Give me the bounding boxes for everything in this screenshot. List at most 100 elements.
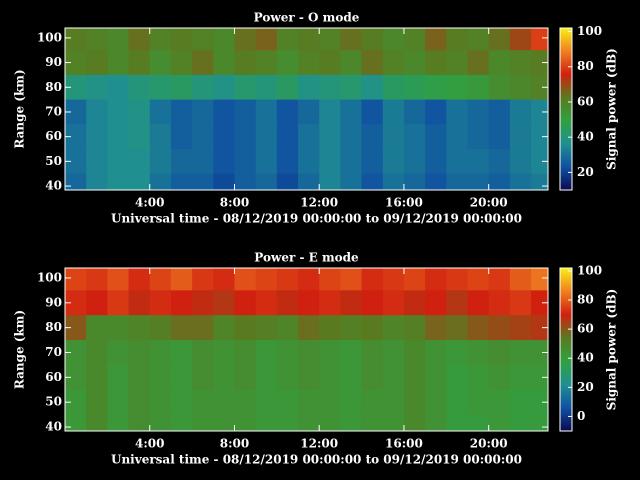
heatmap-cell: [425, 74, 447, 101]
heatmap-cell: [276, 28, 299, 51]
heatmap-cell: [340, 315, 363, 341]
heatmap-cell: [107, 340, 130, 366]
heatmap-cell: [276, 290, 299, 316]
x-axis-label: Universal time - 08/12/2019 00:00:00 to …: [111, 453, 522, 467]
heatmap-cell: [192, 124, 214, 150]
heatmap-cell: [149, 124, 172, 150]
heatmap-cell: [467, 290, 490, 316]
heatmap-cell: [488, 389, 511, 416]
heatmap-cell: [170, 389, 193, 416]
y-tick-label: 60: [45, 370, 62, 384]
chart-title: Power - E mode: [254, 251, 359, 265]
heatmap-cell: [425, 340, 447, 366]
heatmap-cell: [298, 99, 320, 125]
heatmap-cell: [467, 50, 490, 76]
heatmap-cell: [319, 268, 341, 291]
heatmap-cell: [488, 124, 511, 150]
heatmap-cell: [446, 28, 468, 51]
heatmap-cell: [149, 268, 172, 291]
x-tick-label: 4:00: [135, 437, 164, 451]
heatmap-cell: [319, 414, 341, 431]
heatmap-cell: [361, 340, 384, 366]
heatmap-cell: [467, 28, 490, 51]
heatmap-cell: [128, 414, 151, 431]
heatmap-cell: [192, 315, 214, 341]
heatmap-cell: [488, 364, 511, 391]
heatmap-cell: [128, 173, 151, 190]
heatmap-cell: [255, 173, 278, 190]
heatmap-cell: [488, 28, 511, 51]
heatmap-cell: [488, 290, 511, 316]
heatmap-cell: [213, 315, 235, 341]
y-tick-label: 50: [45, 154, 62, 168]
heatmap-cell: [170, 99, 193, 125]
heatmap-cell: [128, 28, 151, 51]
heatmap-cell: [361, 99, 384, 125]
heatmap-cell: [531, 315, 548, 341]
heatmap-cell: [361, 28, 384, 51]
heatmap-cell: [192, 99, 214, 125]
heatmap-cell: [107, 268, 130, 291]
heatmap-cell: [65, 149, 87, 175]
heatmap-cell: [234, 364, 257, 391]
heatmap-cell: [340, 50, 363, 76]
heatmap-cell: [255, 50, 278, 76]
heatmap-cell: [467, 340, 490, 366]
heatmap-cell: [403, 99, 426, 125]
heatmap-cell: [382, 74, 405, 101]
heatmap-cell: [107, 315, 130, 341]
heatmap-cell: [170, 28, 193, 51]
heatmap-cell: [276, 315, 299, 341]
heatmap-cell: [149, 290, 172, 316]
heatmap-cell: [488, 315, 511, 341]
heatmap-cell: [128, 340, 151, 366]
y-tick-label: 100: [37, 270, 62, 284]
heatmap-cell: [319, 149, 341, 175]
heatmap-cell: [298, 364, 320, 391]
y-tick-label: 60: [45, 129, 62, 143]
heatmap-cell: [128, 124, 151, 150]
heatmap-cell: [382, 124, 405, 150]
heatmap-cell: [298, 389, 320, 416]
heatmap-cell: [128, 149, 151, 175]
heatmap-cell: [128, 50, 151, 76]
heatmap-cell: [149, 364, 172, 391]
heatmap-cell: [276, 124, 299, 150]
heatmap-cell: [213, 414, 235, 431]
heatmap-cell: [213, 28, 235, 51]
plot-frame: [64, 267, 549, 432]
heatmap-cell: [86, 364, 108, 391]
colorbar-tick-label: 100: [577, 24, 602, 38]
heatmap-cell: [361, 268, 384, 291]
heatmap-cell: [531, 268, 548, 291]
y-tick-label: 90: [45, 55, 62, 69]
heatmap-cell: [509, 414, 532, 431]
heatmap-cell: [531, 364, 548, 391]
heatmap-cell: [361, 124, 384, 150]
x-tick-label: 20:00: [470, 437, 508, 451]
heatmap-cell: [234, 28, 257, 51]
heatmap-cell: [509, 389, 532, 416]
heatmap-cell: [276, 74, 299, 101]
heatmap-cell: [128, 74, 151, 101]
heatmap-cell: [361, 149, 384, 175]
x-axis-label: Universal time - 08/12/2019 00:00:00 to …: [111, 212, 522, 226]
colorbar-tick-label: 60: [577, 94, 594, 108]
heatmap-cell: [255, 74, 278, 101]
heatmap-cell: [298, 74, 320, 101]
heatmap-cell: [149, 315, 172, 341]
heatmap-cell: [403, 290, 426, 316]
heatmap-cell: [361, 290, 384, 316]
heatmap-cell: [128, 290, 151, 316]
heatmap-cell: [382, 315, 405, 341]
heatmap-cell: [255, 124, 278, 150]
heatmap-cell: [170, 315, 193, 341]
heatmap-cell: [467, 414, 490, 431]
chart-title: Power - O mode: [254, 11, 360, 25]
colorbar-tick-label: 40: [577, 351, 594, 365]
heatmap-cell: [149, 50, 172, 76]
heatmap-cell: [192, 74, 214, 101]
heatmap-cell: [531, 50, 548, 76]
heatmap-cell: [65, 315, 87, 341]
colorbar-tick-label: 40: [577, 130, 594, 144]
